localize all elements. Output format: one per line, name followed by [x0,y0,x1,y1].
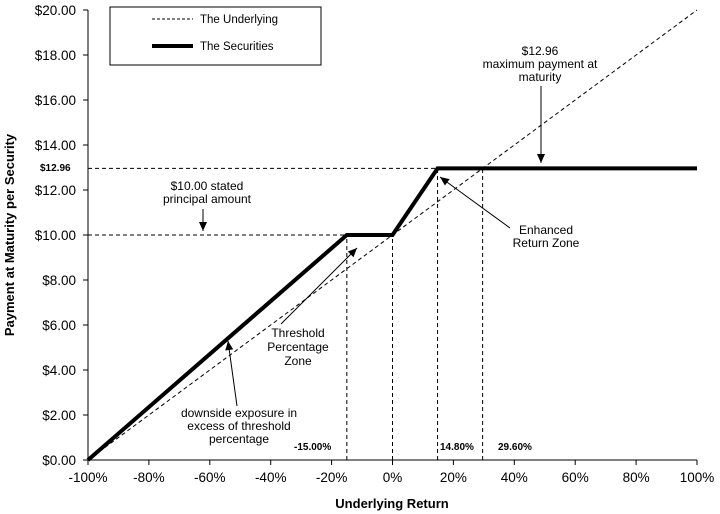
legend: The Underlying The Securities [109,6,322,66]
annotation-line: Threshold [271,326,324,340]
ref-label-1480: 14.80% [440,442,474,453]
x-tick-label: -20% [316,470,348,485]
series-securities-line [86,166,697,462]
annotation-arrows [199,86,545,407]
annotation-line: $10.00 stated [171,179,244,193]
y-tick-label: $20.00 [35,3,76,18]
annotation-line: Enhanced [519,223,573,237]
x-tick-label: 80% [623,470,650,485]
y-tick-label: $0.00 [42,453,76,468]
x-tick-label: 0% [383,470,403,485]
arrow-enhanced-head [440,177,450,186]
y-tick-label: $16.00 [35,93,76,108]
annotation-downside: downside exposure in excess of threshold… [181,406,297,446]
y-tick-label: $14.00 [35,138,76,153]
y-tick-label: $8.00 [42,273,76,288]
x-tick-label: -100% [68,470,107,485]
annotation-enhanced: Enhanced Return Zone [513,223,580,250]
annotation-line: Return Zone [513,236,580,250]
legend-label-underlying: The Underlying [200,14,278,26]
y-tick-label: $12.00 [35,183,76,198]
x-tick-label: 40% [501,470,528,485]
series-group [86,9,698,462]
x-tick-label: 100% [680,470,715,485]
ref-label-1296: $12.96 [40,163,71,174]
arrow-enhanced-shaft [439,176,511,229]
y-axis-title: Payment at Maturity per Security [2,133,17,336]
ref-label-neg15: -15.00% [294,442,331,453]
legend-box [109,6,322,66]
y-tick-label: $18.00 [35,48,76,63]
x-axis-title: Underlying Return [335,496,448,511]
annotation-line: Zone [284,354,312,368]
x-tick-label: 60% [562,470,589,485]
arrow-principal-head [199,222,207,231]
arrow-downside-head [225,341,234,351]
arrow-threshold-head [347,248,357,258]
x-tick-label: -60% [194,470,226,485]
reference-lines [88,167,484,460]
annotation-line: downside exposure in [181,406,297,420]
annotation-threshold: Threshold Percentage Zone [267,326,329,368]
ref-label-2960: 29.60% [498,442,532,453]
y-tick-label: $10.00 [35,228,76,243]
annotation-line: principal amount [163,192,252,206]
annotation-line: $12.96 [522,44,559,58]
x-tick-label: -80% [133,470,165,485]
arrow-max-payment-head [537,154,545,163]
x-tick-label: 20% [440,470,467,485]
x-tick-label: -40% [255,470,287,485]
annotation-line: Percentage [267,340,329,354]
axis-ticks: -100% -80% -60% -40% -20% 0% 20% 40% 60% 80% 100% $… [35,3,715,485]
arrow-threshold-shaft [280,247,358,325]
annotation-max-payment: $12.96 maximum payment at maturity [483,44,598,84]
annotation-principal: $10.00 stated principal amount [163,179,252,206]
arrow-downside-shaft [227,340,238,407]
y-tick-label: $4.00 [42,363,76,378]
y-tick-label: $2.00 [42,408,76,423]
annotation-line: maturity [519,70,562,84]
annotation-line: percentage [209,432,269,446]
annotation-line: maximum payment at [483,57,598,71]
annotation-line: excess of threshold [187,419,290,433]
y-tick-label: $6.00 [42,318,76,333]
legend-label-securities: The Securities [200,41,274,53]
